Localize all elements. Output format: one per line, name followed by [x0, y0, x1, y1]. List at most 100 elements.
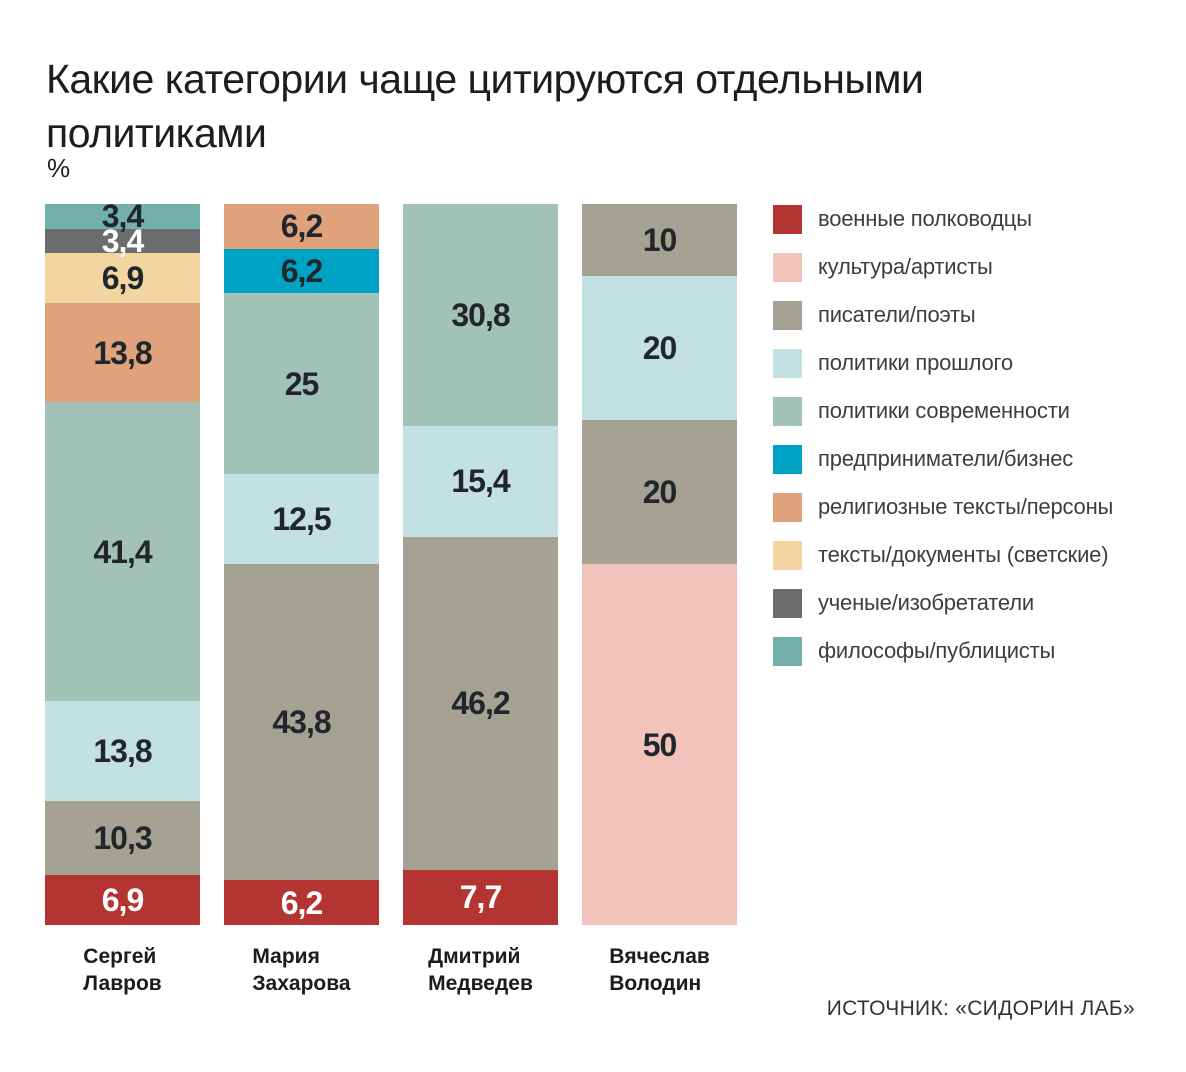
legend-swatch: [773, 588, 802, 618]
segment-value-label: 13,8: [93, 334, 152, 371]
stacked-bar: 10 20 20 50: [582, 204, 737, 925]
legend-item: тексты/документы (светские): [773, 540, 1113, 570]
legend-swatch: [773, 204, 802, 234]
bar-name-text: Дмитрий Медведев: [428, 943, 533, 997]
segment-value-label: 10,3: [93, 819, 152, 856]
bar-name-text: Мария Захарова: [252, 943, 350, 997]
legend-item: политики прошлого: [773, 348, 1113, 378]
segment-value-label: 20: [642, 474, 678, 511]
bar-segment: 15,4: [403, 425, 558, 537]
segment-value-label: 7,7: [459, 879, 502, 916]
bar-name-line: Вячеслав: [609, 945, 710, 968]
bar-segment: 6,2: [224, 880, 379, 925]
segment-value-label: 6,2: [280, 884, 323, 921]
legend-label: военные полководцы: [818, 206, 1032, 231]
bar-segment: 12,5: [224, 473, 379, 565]
legend-label: ученые/изобретатели: [818, 590, 1034, 615]
bar-segment: 20: [582, 420, 737, 565]
bar-name-line: Медведев: [428, 972, 533, 995]
bar-name-line: Володин: [609, 972, 702, 995]
bar-column-4: 10 20 20 50 Вячеслав Володин: [582, 204, 737, 997]
segment-value-label: 15,4: [451, 463, 510, 500]
bar-segment: 7,7: [403, 869, 558, 925]
stacked-bar-chart: 3,4 3,4 6,9 13,8 41,4 13,8 10,3 6,9 Сергей Лавров…: [45, 200, 737, 997]
stacked-bar: 30,8 15,4 46,2 7,7: [403, 204, 558, 925]
bar-segment: 13,8: [45, 701, 200, 801]
bar-segment: 20: [582, 276, 737, 421]
bar-segment: 50: [582, 564, 737, 925]
segment-value-label: 6,2: [280, 253, 323, 290]
segment-value-label: 6,9: [101, 882, 144, 919]
bar-name-line: Мария: [252, 945, 320, 968]
bar-name-line: Захарова: [252, 972, 351, 995]
bar-segment: 10: [582, 204, 737, 277]
segment-value-label: 25: [284, 365, 320, 402]
bar-segment: 6,2: [224, 204, 379, 249]
segment-value-label: 3,4: [101, 222, 144, 259]
segment-value-label: 50: [642, 726, 678, 763]
segment-value-label: 46,2: [451, 685, 510, 722]
source-attribution: ИСТОЧНИК: «СИДОРИН ЛАБ»: [826, 997, 1135, 1020]
legend-item: религиозные тексты/персоны: [773, 492, 1113, 522]
chart-legend: военные полководцы культура/артисты писате…: [773, 204, 1113, 684]
bar-segment: 41,4: [45, 402, 200, 702]
legend-swatch: [773, 396, 802, 426]
legend-item: политики современности: [773, 396, 1113, 426]
segment-value-label: 30,8: [451, 296, 510, 333]
bar-column-3: 30,8 15,4 46,2 7,7 Дмитрий Медведев: [403, 204, 558, 997]
legend-item: предприниматели/бизнес: [773, 444, 1113, 474]
bar-name-line: Лавров: [83, 972, 162, 995]
segment-value-label: 43,8: [272, 704, 331, 741]
legend-label: политики современности: [818, 398, 1070, 423]
stacked-bar: 3,4 3,4 6,9 13,8 41,4 13,8 10,3 6,9: [45, 200, 200, 925]
bar-column-2: 6,2 6,2 25 12,5 43,8 6,2 Мария Захарова: [224, 204, 379, 997]
bar-segment: 10,3: [45, 800, 200, 876]
legend-item: философы/публицисты: [773, 636, 1113, 666]
segment-value-label: 6,9: [101, 259, 144, 296]
bar-name-label: Мария Захарова: [224, 943, 379, 997]
chart-title-line-1: Какие категории чаще цитируются отдельны…: [46, 56, 924, 102]
legend-swatch: [773, 492, 802, 522]
legend-swatch: [773, 540, 802, 570]
bar-segment: 6,2: [224, 248, 379, 294]
segment-value-label: 20: [642, 330, 678, 367]
chart-title-line-2: политиками: [46, 110, 267, 156]
legend-item: писатели/поэты: [773, 300, 1113, 330]
bar-segment: 3,4: [45, 200, 200, 232]
segment-value-label: 13,8: [93, 733, 152, 770]
legend-label: тексты/документы (светские): [818, 542, 1109, 567]
legend-label: культура/артисты: [818, 254, 993, 279]
bar-name-text: Сергей Лавров: [83, 943, 161, 997]
legend-swatch: [773, 636, 802, 666]
bar-segment: 43,8: [224, 564, 379, 881]
legend-item: военные полководцы: [773, 204, 1113, 234]
bar-name-line: Дмитрий: [428, 945, 521, 968]
chart-title: Какие категории чаще цитируются отдельны…: [46, 52, 924, 160]
bar-segment: 25: [224, 293, 379, 474]
legend-label: писатели/поэты: [818, 302, 976, 327]
legend-item: ученые/изобретатели: [773, 588, 1113, 618]
legend-swatch: [773, 252, 802, 282]
legend-swatch: [773, 444, 802, 474]
bar-name-label: Вячеслав Володин: [582, 943, 737, 997]
legend-item: культура/артисты: [773, 252, 1113, 282]
bar-segment: 46,2: [403, 536, 558, 870]
legend-swatch: [773, 300, 802, 330]
bar-name-text: Вячеслав Володин: [609, 943, 710, 997]
bar-segment: 30,8: [403, 204, 558, 426]
legend-swatch: [773, 348, 802, 378]
bar-segment: 3,4: [45, 225, 200, 257]
bar-name-label: Сергей Лавров: [45, 943, 200, 997]
segment-value-label: 12,5: [272, 500, 331, 537]
legend-label: религиозные тексты/персоны: [818, 494, 1114, 519]
bar-column-1: 3,4 3,4 6,9 13,8 41,4 13,8 10,3 6,9 Сергей Лавров: [45, 200, 200, 997]
bar-segment: 6,9: [45, 875, 200, 925]
bar-name-line: Сергей: [83, 945, 157, 968]
segment-value-label: 10: [642, 222, 678, 259]
unit-label: %: [47, 153, 71, 183]
segment-value-label: 6,2: [280, 208, 323, 245]
segment-value-label: 3,4: [101, 198, 144, 235]
segment-value-label: 41,4: [93, 533, 152, 570]
bar-segment: 13,8: [45, 302, 200, 403]
legend-label: предприниматели/бизнес: [818, 446, 1074, 471]
